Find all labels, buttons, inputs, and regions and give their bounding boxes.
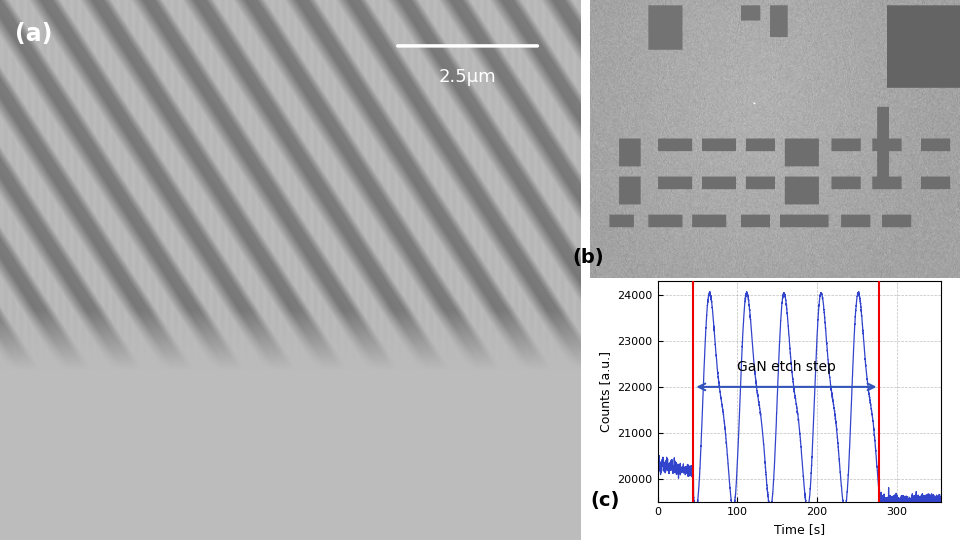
X-axis label: Time [s]: Time [s] — [774, 523, 825, 536]
Text: (a): (a) — [14, 22, 52, 45]
Text: (c): (c) — [590, 491, 620, 510]
Y-axis label: Counts [a.u.]: Counts [a.u.] — [599, 351, 612, 432]
Text: (b): (b) — [572, 248, 604, 267]
Text: GaN etch step: GaN etch step — [737, 360, 836, 374]
Text: 2.5μm: 2.5μm — [439, 68, 496, 85]
